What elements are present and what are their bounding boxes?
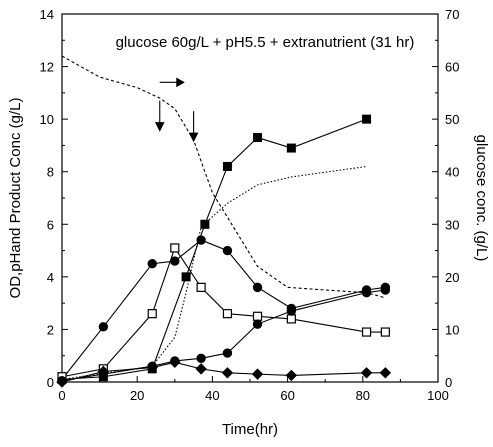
y2-tick-label: 30 (445, 217, 459, 232)
data-point (361, 327, 372, 337)
series-line (61, 246, 386, 378)
x-tick-label: 60 (280, 388, 294, 403)
x-axis-title: Time(hr) (222, 421, 278, 438)
x-tick-label: 0 (58, 388, 65, 403)
y-tick-label: 8 (47, 165, 54, 180)
y-tick-label: 6 (47, 217, 54, 232)
y2-tick-label: 20 (445, 270, 459, 285)
y2-tick-label: 50 (445, 112, 459, 127)
y-axis-title: OD,pHand Product Conc (g/L) (7, 98, 24, 299)
series-1 (57, 114, 372, 384)
y-tick-label: 2 (47, 322, 54, 337)
x-tick-label: 40 (205, 388, 219, 403)
series-line (61, 239, 386, 380)
data-point (285, 369, 298, 382)
data-point (170, 243, 180, 253)
y-tick-label: 10 (40, 112, 54, 127)
series-line (61, 118, 367, 380)
x-tick-label: 100 (427, 388, 449, 403)
data-point (252, 282, 263, 293)
data-point (380, 285, 391, 295)
x-tick-label: 20 (130, 388, 144, 403)
y2-tick-label: 60 (445, 60, 459, 75)
series-line (61, 165, 367, 380)
data-point (98, 322, 109, 332)
data-point (253, 133, 263, 143)
y2-axis-title: glucose conc. (g/L) (473, 135, 490, 262)
data-point (221, 367, 234, 379)
data-point (147, 259, 157, 269)
y-tick-label: 14 (40, 7, 54, 22)
data-point (200, 219, 210, 229)
data-point (222, 309, 233, 319)
data-point (181, 272, 191, 282)
data-point (222, 245, 233, 256)
y2-tick-label: 40 (445, 165, 459, 180)
y2-tick-label: 10 (445, 322, 459, 337)
plot-frame (61, 13, 439, 383)
y-tick-label: 4 (47, 270, 54, 285)
data-point (196, 353, 206, 364)
data-point (56, 376, 68, 388)
annotation-arrowhead (176, 77, 185, 88)
data-point (251, 368, 264, 380)
y2-tick-label: 70 (445, 7, 459, 22)
data-point (286, 143, 296, 153)
x-tick-label: 80 (356, 388, 370, 403)
annotation-layer (154, 77, 199, 143)
data-point (252, 319, 263, 329)
data-point (360, 367, 373, 379)
data-point (379, 367, 392, 379)
series-5 (56, 356, 392, 388)
data-point (252, 311, 263, 321)
data-point (196, 282, 206, 292)
data-point (380, 327, 390, 337)
data-point (222, 348, 233, 358)
data-point (195, 363, 207, 375)
y2-tick-label: 0 (445, 375, 452, 390)
data-point (147, 309, 157, 319)
data-point (222, 161, 232, 171)
y-tick-label: 0 (47, 375, 54, 390)
annotation-arrowhead (154, 122, 165, 132)
series-3 (57, 243, 390, 382)
data-point (286, 306, 297, 316)
series-layer (56, 55, 392, 388)
chart-title: glucose 60g/L + pH5.5 + extranutrient (3… (116, 34, 415, 51)
data-point (362, 114, 372, 124)
data-point (286, 314, 296, 324)
series-line (61, 289, 386, 382)
data-point (169, 356, 181, 368)
data-point (196, 235, 206, 245)
y-tick-label: 12 (40, 60, 54, 75)
data-point (146, 361, 158, 374)
series-6 (61, 165, 367, 380)
annotation-arrowhead (188, 132, 199, 143)
